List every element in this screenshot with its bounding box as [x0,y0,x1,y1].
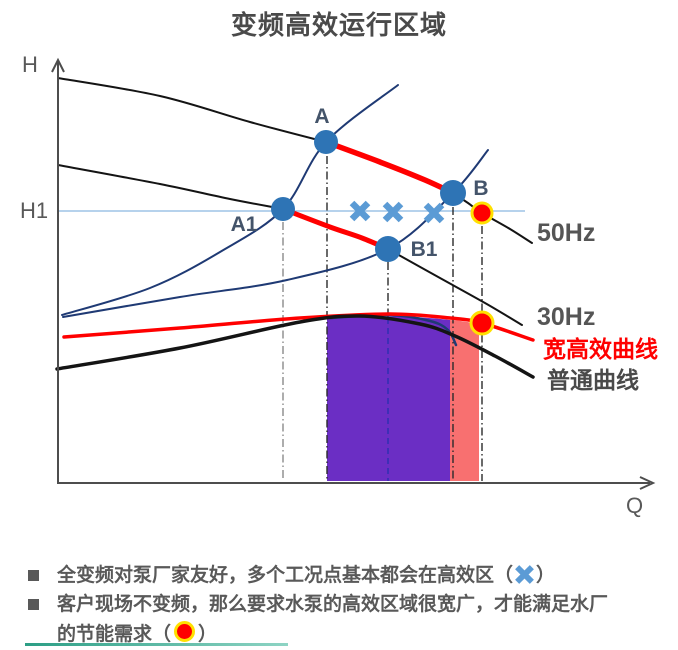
note-1-pre: 全变频对泵厂家友好，多个工况点基本都会在高效区（ [57,565,514,586]
curve-50Hz-pump-curve-right [452,192,533,244]
label-30hz: 30Hz [537,303,595,331]
curve-normal-efficiency-curve [55,314,535,379]
red-dot-icon [174,621,196,642]
x-marker-vfd-op-point-3 [423,202,445,224]
note-2-post: ） [198,624,218,645]
note-2-line1: 客户现场不变频，那么要求水泵的高效区域很宽广，才能满足水厂 [57,594,609,615]
point-label-b: B [473,177,488,200]
markers-layer [271,130,495,336]
pump-curve-chart: H H1 Q A A1 B B1 50Hz 30Hz 宽高效曲线 普通曲线 [20,52,658,518]
curve-efficiency-locus-through-B1-B [62,149,489,318]
curve-30Hz-pump-curve-left [57,164,284,210]
curve-50Hz-high-eff-segment-A-B [323,139,456,196]
point-label-a: A [314,105,329,128]
blue-x-icon [515,565,534,584]
y-axis-label: H [22,52,38,77]
x-marker-vfd-op-point-2 [382,201,404,223]
notes-block: 全变频对泵厂家友好，多个工况点基本都会在高效区（ ） 客户现场不变频，那么要求水泵… [28,562,653,650]
note-item-1: 全变频对泵厂家友好，多个工况点基本都会在高效区（ ） [28,562,653,590]
operating-point-B [440,180,466,206]
fixed-speed-op-point-top-marker [470,201,494,225]
note-item-2: 客户现场不变频，那么要求水泵的高效区域很宽广，才能满足水厂 的节能需求（ ） [28,591,653,649]
teal-divider-line [25,643,288,646]
y-axis-arrow-icon [51,57,65,73]
page-title: 变频高效运行区域 [230,10,447,40]
point-label-a1: A1 [231,213,258,236]
x-axis-label: Q [626,493,643,518]
note-2-pre: 的节能需求（ [57,624,172,645]
label-50hz: 50Hz [537,219,595,247]
note-2-text: 客户现场不变频，那么要求水泵的高效区域很宽广，才能满足水厂 的节能需求（ ） [57,591,653,649]
curve-30Hz-high-eff-segment-A1-B1 [280,206,391,252]
curve-30Hz-pump-curve-right [387,248,523,326]
label-normal-curve: 普通曲线 [547,367,639,393]
label-wide-efficiency-curve: 宽高效曲线 [543,336,658,362]
pink-extended-zone [450,320,479,481]
axes-lines [57,62,650,484]
square-bullet-icon [28,570,39,581]
h1-label: H1 [20,198,48,223]
chart-svg: H H1 Q A A1 B B1 50Hz 30Hz 宽高效曲线 普通曲线 [20,52,658,518]
fixed-speed-op-point-bottom-marker [469,310,495,336]
point-label-b1: B1 [411,238,438,261]
note-1-post: ） [536,565,556,586]
note-1-text: 全变频对泵厂家友好，多个工况点基本都会在高效区（ ） [57,562,653,590]
x-marker-vfd-op-point-1 [349,200,371,222]
curve-efficiency-locus-through-A1-A [61,84,399,316]
curve-50Hz-pump-curve-left [57,77,327,143]
operating-point-B1 [375,236,401,262]
square-bullet-icon [28,599,39,610]
operating-point-A [314,130,338,154]
operating-point-A1 [271,197,295,221]
x-axis-arrow-icon [639,476,656,490]
